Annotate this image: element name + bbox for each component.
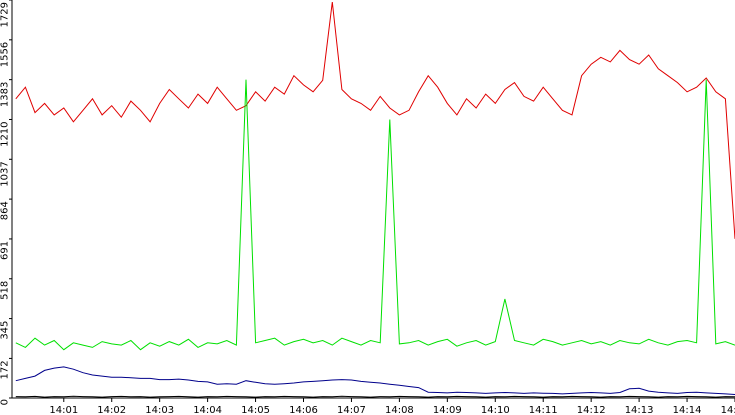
x-tick-label: 14:05 — [241, 405, 270, 415]
x-tick-label: 14:03 — [145, 405, 174, 415]
y-tick-label: 345 — [0, 321, 10, 340]
y-tick-label: 864 — [0, 201, 10, 220]
y-tick-label: 1210 — [0, 121, 10, 146]
x-tick-label: 14:08 — [385, 405, 414, 415]
x-tick-label: 14:01 — [49, 405, 78, 415]
x-tick-label: 14:15 — [721, 405, 735, 415]
series-line — [15, 395, 735, 398]
y-tick-label: 1037 — [0, 161, 10, 186]
y-tick-label: 1383 — [0, 82, 10, 107]
x-tick-label: 14:10 — [481, 405, 510, 415]
y-tick-label: 518 — [0, 281, 10, 300]
x-tick-label: 14:02 — [97, 405, 126, 415]
series-line — [15, 366, 735, 395]
x-tick-label: 14:04 — [193, 405, 222, 415]
y-tick-label: 1556 — [0, 42, 10, 67]
x-tick-label: 14:14 — [673, 405, 702, 415]
series-line — [15, 2, 735, 239]
y-tick-label: 1729 — [0, 2, 10, 27]
y-tick-label: 172 — [0, 360, 10, 379]
x-tick-label: 14:13 — [625, 405, 654, 415]
x-tick-label: 14:12 — [577, 405, 606, 415]
series-line — [15, 79, 735, 351]
y-tick-label: 0 — [0, 399, 10, 405]
x-tick-label: 14:06 — [289, 405, 318, 415]
x-tick-label: 14:11 — [529, 405, 558, 415]
x-tick-label: 14:09 — [433, 405, 462, 415]
y-tick-label: 691 — [0, 241, 10, 260]
x-tick-label: 14:07 — [337, 405, 366, 415]
